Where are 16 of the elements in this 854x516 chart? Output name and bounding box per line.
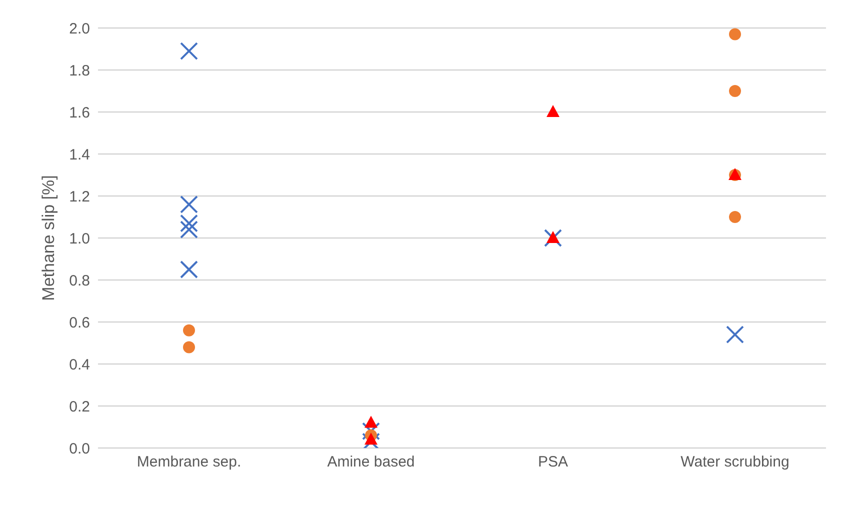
y-tick-label: 0.0 bbox=[69, 440, 90, 458]
x-tick-label: PSA bbox=[538, 454, 568, 471]
y-tick-label: 1.4 bbox=[69, 146, 90, 164]
y-tick-label: 0.2 bbox=[69, 398, 90, 416]
x-tick-label: Water scrubbing bbox=[680, 454, 790, 471]
y-axis-title: Methane slip [%] bbox=[39, 175, 58, 301]
y-tick-label: 2.0 bbox=[69, 20, 90, 38]
y-tick-label: 1.2 bbox=[69, 188, 90, 206]
y-tick-label: 1.6 bbox=[69, 104, 90, 122]
x-tick-label: Membrane sep. bbox=[136, 454, 242, 471]
y-tick-label: 0.8 bbox=[69, 272, 90, 290]
y-tick-label: 1.8 bbox=[69, 62, 90, 80]
y-tick-label: 0.4 bbox=[69, 356, 90, 374]
y-tick-label: 1.0 bbox=[69, 230, 90, 248]
x-tick-label: Amine based bbox=[327, 454, 415, 471]
y-tick-label: 0.6 bbox=[69, 314, 90, 332]
